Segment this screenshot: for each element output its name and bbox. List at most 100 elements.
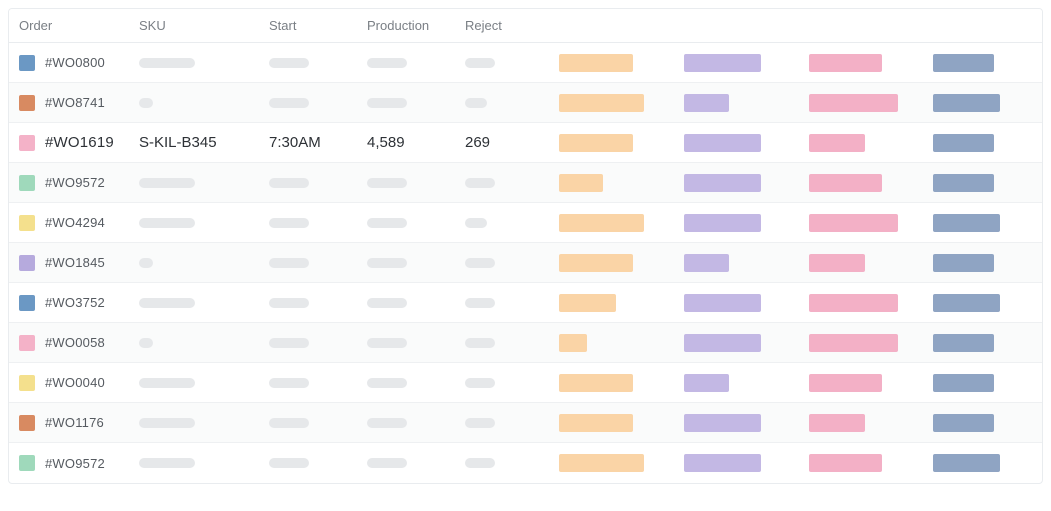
placeholder [139, 58, 195, 68]
order-id: #WO9572 [45, 456, 105, 471]
bar-purple [684, 374, 729, 392]
col-header-sku[interactable]: SKU [129, 18, 259, 33]
bar-pink [809, 54, 883, 72]
bar-slot [809, 334, 904, 352]
bar-slot [933, 454, 1028, 472]
bar-pink [809, 334, 898, 352]
placeholder [139, 418, 195, 428]
bar-slot [684, 254, 779, 272]
bar-slot [809, 294, 904, 312]
order-swatch [19, 455, 35, 471]
cell-sku [129, 258, 259, 268]
col-header-production[interactable]: Production [357, 18, 455, 33]
cell-sku: S-KIL-B345 [129, 134, 259, 151]
order-id: #WO3752 [45, 295, 105, 310]
col-header-order[interactable]: Order [9, 18, 129, 33]
placeholder [465, 378, 495, 388]
cell-reject [455, 258, 533, 268]
table-row[interactable]: #WO4294 [9, 203, 1042, 243]
placeholder [367, 458, 407, 468]
bar-blue [933, 134, 994, 152]
cell-sku [129, 98, 259, 108]
cell-order: #WO4294 [9, 215, 129, 231]
cell-reject [455, 218, 533, 228]
table-row[interactable]: #WO0058 [9, 323, 1042, 363]
bar-slot [559, 414, 654, 432]
cell-bars [533, 454, 1042, 472]
bar-orange [559, 134, 633, 152]
cell-reject [455, 298, 533, 308]
order-swatch [19, 55, 35, 71]
placeholder [465, 258, 495, 268]
cell-reject [455, 98, 533, 108]
placeholder [269, 338, 309, 348]
cell-sku [129, 458, 259, 468]
table-row[interactable]: #WO9572 [9, 163, 1042, 203]
cell-production [357, 218, 455, 228]
bar-slot [559, 94, 654, 112]
bar-pink [809, 454, 883, 472]
bar-slot [684, 454, 779, 472]
bar-pink [809, 174, 883, 192]
bar-blue [933, 374, 994, 392]
table-row[interactable]: #WO8741 [9, 83, 1042, 123]
bar-pink [809, 214, 898, 232]
bar-purple [684, 134, 762, 152]
placeholder [367, 298, 407, 308]
cell-order: #WO1845 [9, 255, 129, 271]
col-header-reject[interactable]: Reject [455, 18, 533, 33]
cell-bars [533, 254, 1042, 272]
cell-reject [455, 338, 533, 348]
bar-slot [933, 294, 1028, 312]
bar-slot [684, 214, 779, 232]
sku-value: S-KIL-B345 [139, 134, 217, 151]
cell-sku [129, 58, 259, 68]
order-id: #WO1845 [45, 255, 105, 270]
cell-sku [129, 298, 259, 308]
table-row[interactable]: #WO9572 [9, 443, 1042, 483]
bar-purple [684, 334, 762, 352]
placeholder [367, 338, 407, 348]
placeholder [367, 178, 407, 188]
cell-bars [533, 334, 1042, 352]
cell-order: #WO0058 [9, 335, 129, 351]
cell-order: #WO0040 [9, 375, 129, 391]
bar-slot [684, 174, 779, 192]
cell-order: #WO9572 [9, 175, 129, 191]
col-header-start[interactable]: Start [259, 18, 357, 33]
bar-slot [933, 334, 1028, 352]
bar-slot [559, 254, 654, 272]
bar-slot [559, 134, 654, 152]
cell-start [259, 378, 357, 388]
order-swatch [19, 375, 35, 391]
table-row[interactable]: #WO0800 [9, 43, 1042, 83]
bar-slot [684, 414, 779, 432]
cell-bars [533, 374, 1042, 392]
bar-slot [933, 214, 1028, 232]
table-row[interactable]: #WO0040 [9, 363, 1042, 403]
placeholder [139, 218, 195, 228]
table-row[interactable]: #WO1845 [9, 243, 1042, 283]
cell-production [357, 298, 455, 308]
cell-start [259, 58, 357, 68]
table-row[interactable]: #WO1176 [9, 403, 1042, 443]
placeholder [269, 178, 309, 188]
placeholder [465, 338, 495, 348]
table-row[interactable]: #WO3752 [9, 283, 1042, 323]
bar-slot [559, 374, 654, 392]
bar-slot [559, 174, 654, 192]
table-row[interactable]: #WO1619S-KIL-B3457:30AM4,589269 [9, 123, 1042, 163]
bar-slot [684, 94, 779, 112]
cell-reject [455, 378, 533, 388]
cell-sku [129, 218, 259, 228]
cell-order: #WO3752 [9, 295, 129, 311]
bar-orange [559, 214, 644, 232]
bar-blue [933, 334, 994, 352]
cell-order: #WO9572 [9, 455, 129, 471]
placeholder [269, 258, 309, 268]
bar-slot [933, 54, 1028, 72]
bar-purple [684, 174, 762, 192]
order-swatch [19, 175, 35, 191]
cell-start [259, 418, 357, 428]
bar-orange [559, 414, 633, 432]
